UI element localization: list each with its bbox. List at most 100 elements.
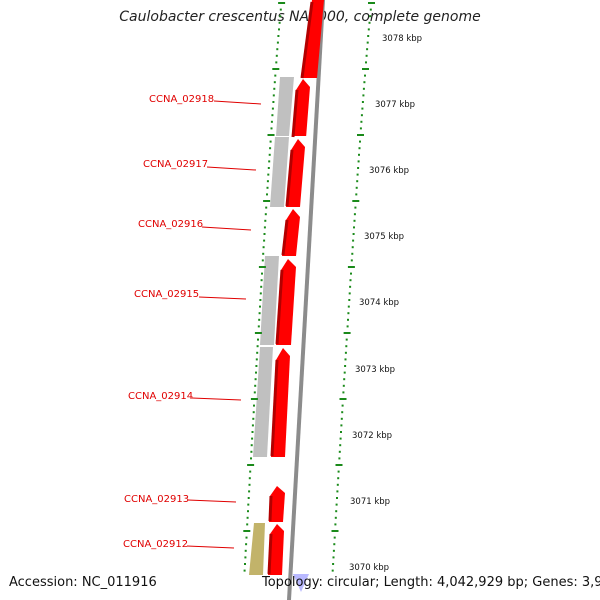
gene-label-ccna-02913[interactable]: CCNA_02913 [124,494,190,505]
scale-tick-minor [273,87,276,90]
scale-tick-major [339,398,347,400]
scale-tick-minor [275,54,278,57]
scale-tick-major [278,2,286,4]
scale-tick-minor [260,279,263,282]
scale-tick-minor [339,437,342,440]
scale-tick-minor [336,483,339,486]
scale-tick-minor [340,417,343,420]
scale-tick-minor [359,140,361,143]
scale-tick-minor [344,365,347,367]
gene-label-ccna-02917[interactable]: CCNA_02917 [143,159,209,170]
scale-tick-minor [356,180,359,183]
gene-label-ccna-02916[interactable]: CCNA_02916 [138,219,204,230]
scale-tick-minor [344,351,347,354]
gene-feature-ccna-02917[interactable] [270,137,289,207]
scale-tick-minor [244,556,247,559]
gene-feature-ccna-02915[interactable] [260,256,279,345]
scale-tick-minor [254,384,257,387]
gene-feature-ccna-02912[interactable] [249,523,265,575]
scale-tick-minor [353,219,356,222]
gene-label-ccna-02912[interactable]: CCNA_02912 [123,539,189,550]
scale-tick-minor [252,411,255,414]
gene-label-ccna-02918[interactable]: CCNA_02918 [149,94,215,105]
scale-tick-minor [352,233,355,235]
scale-tick-minor [250,457,252,460]
cds-arrow-1[interactable] [301,0,324,78]
scale-tick-minor [345,345,348,348]
scale-tick-minor [362,87,365,90]
scale-tick-minor [269,147,272,150]
scale-tick-minor [340,424,343,427]
scale-tick-minor [362,94,365,97]
scale-tick-minor [349,285,352,288]
scale-tick-minor [353,213,356,216]
scale-tick-minor [279,15,282,18]
scale-tick-minor [253,404,255,407]
scale-tick-minor [267,167,270,169]
gene-label-leaders [186,100,262,549]
scale-tick-minor [358,153,360,156]
scale-tick-minor [271,107,274,110]
scale-tick-minor [367,28,370,31]
scale-label-3077: 3077 kbp [375,100,416,110]
scale-tick-minor [265,206,268,209]
scale-tick-major [357,134,364,136]
scale-tick-minor [247,497,250,499]
scale-tick-minor [361,101,364,103]
scale-tick-minor [253,391,256,394]
cds-arrow-ccna-02913[interactable] [269,486,285,522]
scale-tick-minor [331,569,334,572]
gene-label-ccna-02915[interactable]: CCNA_02915 [134,289,200,300]
scale-tick-minor [244,549,247,552]
scale-tick-minor [256,351,259,354]
scale-tick-minor [349,279,352,282]
scale-tick-minor [347,318,349,321]
scale-label-3073: 3073 kbp [355,365,396,375]
scale-tick-minor [350,272,352,275]
scale-tick-minor [348,299,351,301]
scale-tick-minor [343,378,346,381]
gene-label-ccna-02914[interactable]: CCNA_02914 [128,391,194,402]
scale-tick-minor [333,543,336,546]
scale-tick-minor [264,213,267,216]
scale-tick-minor [261,259,264,262]
scale-tick-minor [354,206,357,209]
scale-tick-minor [266,180,269,183]
scale-tick-minor [367,35,370,37]
scale-tick-minor [251,431,254,433]
scale-tick-minor [334,523,337,526]
scale-label-3074: 3074 kbp [359,298,400,308]
scale-tick-major [352,200,360,202]
scale-tick-minor [266,193,268,196]
scale-tick-minor [369,8,372,11]
scale-tick-minor [278,28,280,31]
scale-tick-minor [363,81,366,84]
scale-tick-minor [263,233,266,235]
accession-text: Accession: NC_011916 [9,575,157,590]
scale-tick-minor [344,358,347,361]
scale-tick-minor [248,490,251,493]
right-scale-ticks [331,2,375,572]
nav-down-arrow-icon[interactable] [293,574,309,592]
scale-tick-minor [266,186,269,189]
scale-tick-minor [248,477,251,480]
gene-feature-ccna-02918[interactable] [276,77,294,136]
gene-feature-ccna-02914[interactable] [253,347,273,457]
scale-tick-minor [272,101,275,103]
scale-tick-minor [345,338,348,341]
scale-tick-minor [341,404,344,407]
scale-tick-minor [338,457,341,460]
scale-tick-major [335,464,343,466]
scale-tick-minor [364,74,366,77]
scale-tick-minor [255,358,258,361]
scale-tick-minor [357,160,360,163]
scale-tick-minor [336,497,338,499]
scale-tick-minor [339,444,342,447]
scale-tick-minor [347,305,350,308]
scale-tick-minor [259,299,262,301]
scale-tick-minor [348,292,351,295]
scale-tick-minor [350,259,353,262]
scale-tick-minor [251,424,254,427]
scale-tick-major [267,134,275,136]
